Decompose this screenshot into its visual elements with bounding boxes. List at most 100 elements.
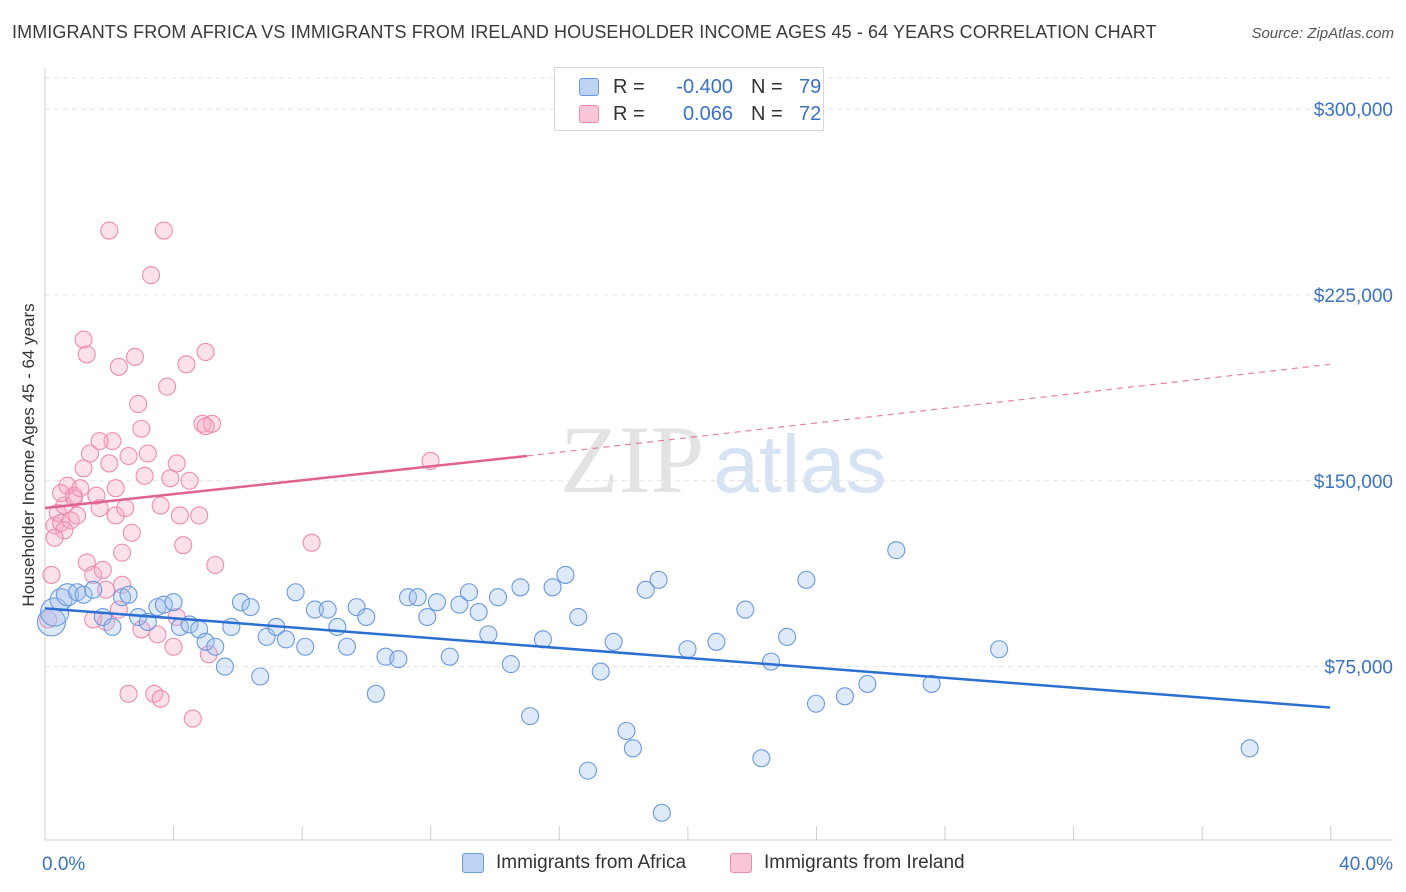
ireland-point [167,454,186,473]
ireland-point [190,506,209,525]
legend-r-label: R = [613,102,645,125]
africa-point [215,657,234,676]
legend-label-africa: Immigrants from Africa [496,852,687,873]
africa-point [222,617,241,636]
ireland-point [103,432,122,451]
africa-point [440,647,459,666]
y-tick-label: $75,000 [1324,658,1393,679]
ireland-point [113,543,132,562]
africa-point [511,578,530,597]
africa-point [357,607,376,627]
ireland-point [129,394,148,414]
africa-point [257,627,276,646]
africa-point [74,585,93,604]
ireland-point [109,357,128,376]
africa-swatch [579,78,599,96]
ireland-point [196,417,215,436]
africa-point [296,637,315,656]
legend-r-value: -0.400 [676,75,733,98]
africa-point [778,627,797,646]
africa-point [806,694,826,713]
ireland-point [196,342,215,361]
africa-point [459,583,479,602]
stats-legend: R = -0.400 N = 79 R = 0.066 N = 72 [554,67,824,131]
ireland-point [158,377,177,396]
africa-point [418,607,437,627]
africa-points [36,541,1259,822]
africa-point [604,632,623,651]
ireland-point [135,466,154,485]
africa-point [521,707,540,726]
legend-item-ireland[interactable]: Immigrants from Ireland [730,852,965,874]
ireland-point [151,689,170,708]
africa-point [569,607,588,627]
legend-item-africa[interactable]: Immigrants from Africa [462,852,686,874]
africa-point [164,593,183,612]
ireland-point [154,221,173,240]
legend-n-value: 79 [799,75,822,98]
ireland-trend-extension [526,363,1331,457]
africa-point [241,598,260,617]
africa-point [398,588,418,607]
ireland-point [174,536,193,555]
ireland-point [206,555,225,575]
legend-r-value: 0.066 [682,102,733,125]
ireland-point [119,446,138,466]
axes [44,68,1393,841]
africa-point [84,580,103,599]
series-legend: Immigrants from Africa Immigrants from I… [0,852,1406,878]
ireland-point [100,221,119,240]
africa-point [623,739,642,758]
africa-trend-line [44,607,1331,709]
ireland-point [132,419,151,438]
ireland-point [77,345,96,364]
ireland-point [122,523,141,542]
ireland-point [170,506,189,525]
ireland-point [151,496,170,515]
trend-lines [44,363,1331,709]
ireland-point [45,528,64,547]
africa-point [990,640,1009,659]
africa-point [578,761,597,780]
africa-point [337,637,357,656]
africa-point [617,721,636,741]
africa-point [636,580,655,599]
africa-point [649,570,668,589]
africa-point [206,637,225,656]
chart-title: IMMIGRANTS FROM AFRICA VS IMMIGRANTS FRO… [12,22,1157,42]
africa-point [652,803,671,822]
africa-point [678,640,697,659]
africa-point [501,655,520,674]
y-tick-label: $150,000 [1314,472,1393,493]
africa-point [389,650,408,669]
legend-label-ireland: Immigrants from Ireland [764,852,965,873]
africa-point [276,630,295,649]
africa-point [328,617,347,636]
africa-point [450,595,469,614]
africa-point [797,570,816,589]
africa-point [318,600,337,619]
ireland-trend-line [44,454,528,510]
ireland-point [106,506,125,525]
ireland-point [138,444,157,463]
africa-point [1240,739,1259,758]
ireland-point [164,637,183,656]
ireland-point [119,684,138,703]
legend-n-label: N = [751,75,783,98]
source-label: Source: ZipAtlas.com [1251,25,1394,42]
legend-n-value: 72 [799,102,822,125]
ireland-point [180,471,199,490]
ireland-point [302,533,321,552]
africa-point [286,583,305,602]
africa-legend-swatch [462,853,484,873]
africa-point [119,585,138,604]
africa-point [543,578,562,597]
ireland-point [90,432,109,451]
africa-point [736,600,755,619]
ireland-point [42,565,61,584]
africa-point [488,588,508,607]
africa-point [366,684,385,703]
tick-labels: $75,000 $150,000 $225,000 $300,000 0.0% 40.0% [42,100,1393,875]
ireland-point [84,565,103,584]
ireland-point [93,560,112,580]
